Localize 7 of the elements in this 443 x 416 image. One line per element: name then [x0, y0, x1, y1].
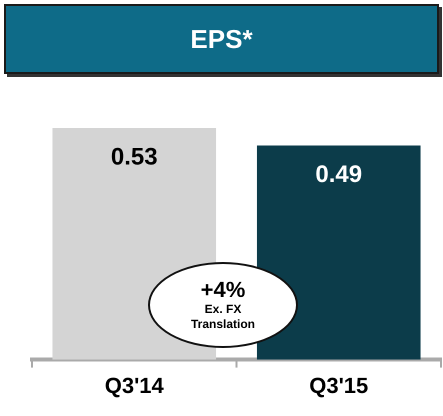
annotation: +4% — [200, 277, 246, 302]
annotation: Ex. FX Translation — [190, 302, 256, 332]
x-tick-label: Q3'14 — [104, 372, 165, 398]
x-tick-label: Q3'15 — [309, 372, 368, 398]
chart-title: EPS* — [4, 4, 439, 74]
data-label: 0.53 — [110, 144, 158, 171]
data-label: 0.49 — [315, 161, 362, 188]
